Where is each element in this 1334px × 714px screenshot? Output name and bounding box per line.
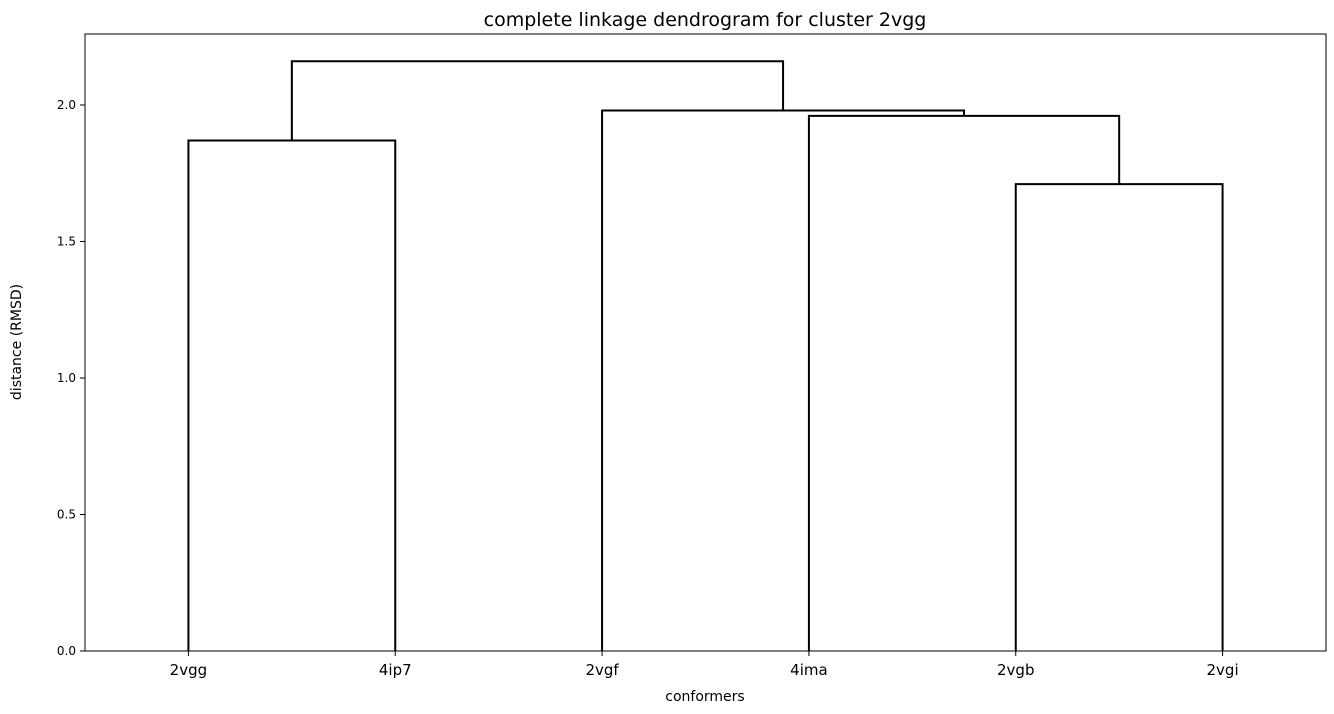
x-axis-ticks: 2vgg 4ip7 2vgf 4ima 2vgb 2vgi (170, 651, 1239, 679)
y-tick-label: 0.5 (57, 507, 76, 521)
leaf-label: 4ip7 (379, 661, 412, 679)
leaf-label: 2vgg (170, 661, 207, 679)
dendrogram-link (807, 114, 1121, 651)
y-tick-label: 1.0 (57, 371, 76, 385)
dendrogram-link (290, 60, 785, 141)
leaf-label: 2vgi (1207, 661, 1239, 679)
leaf-label: 2vgb (997, 661, 1034, 679)
leaf-label: 2vgf (585, 661, 619, 679)
dendrogram-links (187, 60, 1224, 651)
dendrogram-link (187, 139, 397, 651)
y-tick-label: 2.0 (57, 98, 76, 112)
y-tick-label: 1.5 (57, 234, 76, 248)
dendrogram-link (1014, 183, 1224, 651)
x-axis-label: conformers (665, 689, 744, 705)
dendrogram-link (601, 109, 966, 651)
leaf-label: 4ima (790, 661, 828, 679)
chart-title: complete linkage dendrogram for cluster … (484, 9, 927, 31)
y-axis-ticks: 0.0 0.5 1.0 1.5 2.0 (57, 98, 85, 658)
plot-frame (84, 33, 1327, 652)
y-tick-label: 0.0 (57, 644, 76, 658)
y-axis-label: distance (RMSD) (9, 284, 25, 400)
